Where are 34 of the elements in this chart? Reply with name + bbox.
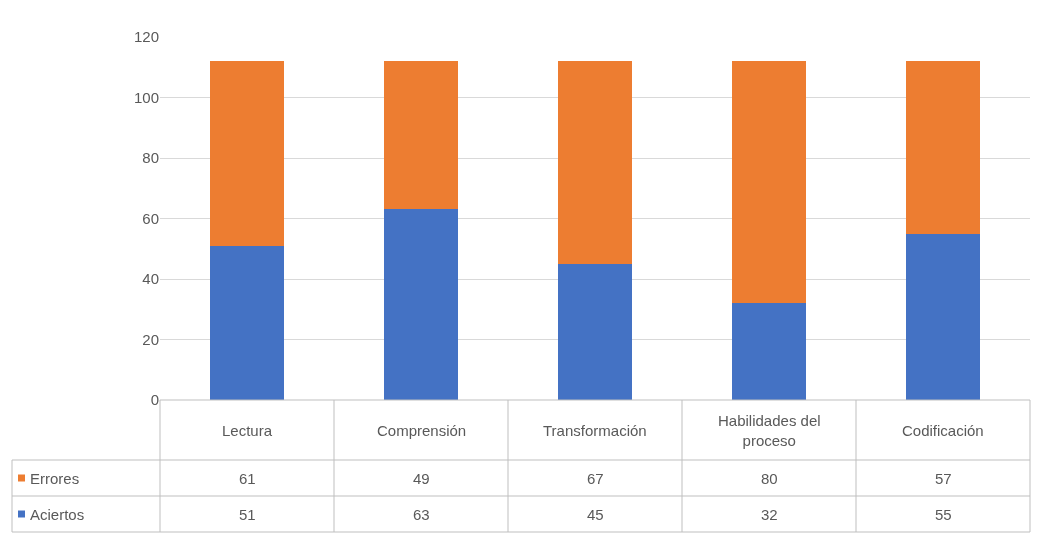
x-tick-label: Comprensión	[377, 422, 467, 439]
data-label: 49	[413, 470, 430, 487]
x-tick-label: Lectura	[222, 422, 273, 439]
data-label: 51	[239, 506, 256, 523]
x-tick-label: Transformación	[543, 422, 647, 439]
bar	[210, 61, 284, 246]
x-tick-label: Codificación	[902, 422, 984, 439]
bar	[732, 61, 806, 304]
x-tick-label: Habilidades del proceso	[718, 412, 821, 449]
bar	[558, 263, 632, 400]
y-tick-label: 40	[142, 270, 159, 288]
bar	[384, 61, 458, 210]
y-tick-label: 0	[150, 391, 159, 409]
y-tick-label: 60	[142, 209, 159, 227]
legend-label: Errores	[30, 470, 80, 487]
y-tick-label: 20	[142, 330, 159, 348]
data-label: 61	[239, 470, 256, 487]
bar	[732, 303, 806, 400]
bar	[384, 209, 458, 400]
legend-label: Aciertos	[30, 506, 85, 523]
data-label: 45	[587, 506, 604, 523]
bar	[906, 233, 980, 400]
y-tick-label: 100	[133, 88, 159, 106]
bar	[210, 245, 284, 400]
bar	[906, 61, 980, 234]
data-label: 32	[761, 506, 778, 523]
data-label: 57	[935, 470, 952, 487]
y-tick-label: 120	[133, 28, 159, 46]
data-label: 63	[413, 506, 430, 523]
y-tick-label: 80	[142, 149, 159, 167]
data-label: 55	[935, 506, 952, 523]
bar	[558, 61, 632, 264]
data-label: 80	[761, 470, 778, 487]
data-label: 67	[587, 470, 604, 487]
